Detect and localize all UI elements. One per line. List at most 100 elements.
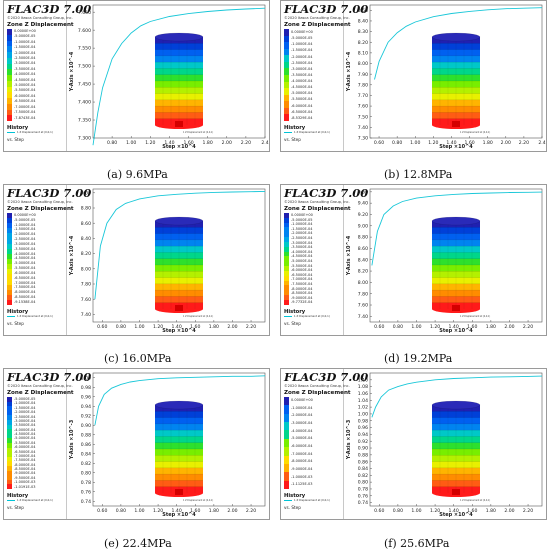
cylinder-band — [155, 449, 203, 456]
x-tick-label: 1.40 — [449, 324, 459, 330]
legend-swatch — [284, 107, 289, 115]
legend-swatch — [7, 63, 12, 70]
legend-value: -1.0000E-03 — [14, 480, 36, 485]
legend-swatch — [284, 299, 289, 305]
legend-history-series: 1 Z Displacement at (0,0,1) — [17, 130, 53, 134]
legend-swatch — [284, 217, 289, 223]
legend-value: -3.0000E-04 — [14, 418, 36, 423]
legend-swatch — [7, 442, 12, 448]
x-tick-label: 2.00 — [227, 508, 237, 514]
legend-panel: FLAC3D 7.00 ©2020 Itasca Consulting Group… — [4, 185, 91, 335]
legend-swatch — [284, 280, 289, 286]
x-tick-label: 1.20 — [153, 324, 163, 330]
cylinder-band — [155, 417, 203, 425]
cylinder-top — [154, 32, 204, 42]
cylinder-band — [155, 93, 203, 101]
legend-swatch — [7, 253, 12, 259]
x-tick-label: 1.60 — [467, 508, 477, 514]
legend-value: -6.0000E-04 — [291, 103, 313, 108]
legend-value: -5.5000E-04 — [14, 266, 36, 271]
legend-history-series: 1 Z Displacement at (0,0,1) — [294, 130, 330, 134]
legend-swatch — [284, 94, 289, 102]
cylinder-band — [155, 87, 203, 94]
legend-value: -7.5000E-04 — [14, 285, 36, 290]
cylinder-band — [432, 81, 480, 88]
legend-value: -3.0000E-04 — [14, 241, 36, 246]
y-tick-label: 7.90 — [358, 72, 368, 78]
y-tick-label: 0.94 — [81, 404, 91, 410]
legend-zone-label: Zone Z Displacement — [7, 206, 74, 212]
legend-value: 0.0000E+00 — [291, 30, 313, 34]
legend-swatch — [284, 447, 289, 456]
legend-value: -4.5000E-04 — [291, 254, 313, 259]
x-tick-label: 1.00 — [410, 140, 420, 146]
legend-value: -9.0000E-04 — [291, 295, 313, 300]
y-tick-label: 8.20 — [358, 269, 368, 275]
legend-values: 0.0000E+00 -5.0000E-05 -1.0000E-04 -1.5000E… — [291, 213, 313, 305]
legend-swatch — [7, 410, 12, 416]
legend-value: -3.5000E-04 — [14, 246, 36, 251]
y-axis-label: Y-Axis ×10^-4 — [69, 51, 75, 92]
x-tick-label: 1.00 — [411, 324, 421, 330]
legend-color-scale — [284, 29, 289, 121]
legend-swatch — [7, 57, 12, 64]
x-tick-label: 1.40 — [449, 508, 459, 514]
cylinder-band — [155, 455, 203, 462]
legend-swatch — [284, 295, 289, 300]
legend-swatch — [284, 405, 289, 414]
y-tick-label: 7.600 — [78, 28, 91, 34]
plot-frame — [369, 4, 543, 139]
y-tick-label: 8.00 — [358, 280, 368, 286]
legend-value: -9.5000E-04 — [14, 475, 36, 480]
legend-swatch — [284, 251, 289, 257]
legend-value: 0.0000E+00 — [291, 398, 313, 402]
legend-swatch — [284, 48, 289, 56]
legend-swatch — [7, 228, 12, 234]
cylinder-band — [432, 290, 480, 297]
legend-value: -4.5000E-04 — [14, 256, 36, 261]
legend-swatch — [7, 401, 12, 407]
cylinder-band — [432, 430, 480, 437]
cylinder-top — [154, 400, 204, 410]
y-axis-label: Y-Axis ×10^-4 — [69, 235, 75, 276]
legend-value: -8.0000E-04 — [291, 459, 313, 464]
y-tick-label: 8.40 — [358, 19, 368, 25]
y-tick-label: 0.96 — [358, 425, 368, 431]
legend-value: -3.5000E-04 — [291, 72, 313, 77]
y-tick-label: 0.84 — [81, 451, 91, 457]
legend-swatch — [284, 114, 289, 121]
legend-value: 0.0000E+00 — [14, 213, 36, 217]
legend-swatch — [7, 284, 12, 290]
legend-value: -8.0000E-04 — [14, 290, 36, 295]
legend-panel: FLAC3D 7.00 ©2020 Itasca Consulting Group… — [281, 369, 368, 519]
legend-swatch — [284, 463, 289, 473]
y-tick-label: 7.70 — [358, 93, 368, 99]
x-tick-label: 1.40 — [172, 324, 182, 330]
y-tick-label: 1.06 — [358, 391, 368, 397]
legend-value: -2.5000E-04 — [291, 235, 313, 240]
x-tick-label: 1.60 — [190, 324, 200, 330]
y-axis-label: Y-Axis ×10^-3 — [346, 419, 352, 460]
legend-swatch — [7, 461, 12, 466]
y-tick-label: 7.300 — [78, 136, 91, 142]
x-tick-label: 0.80 — [393, 508, 403, 514]
x-tick-label: 1.60 — [467, 324, 477, 330]
legend-swatch — [7, 279, 12, 285]
y-tick-label: 9.00 — [358, 223, 368, 229]
y-tick-label: 7.80 — [81, 282, 91, 288]
cylinder-base-mark — [452, 121, 460, 127]
x-tick-label: 0.60 — [97, 508, 107, 514]
plot-frame — [92, 372, 266, 507]
x-tick-label: 2.20 — [523, 324, 533, 330]
legend-value: -1.5000E-04 — [291, 48, 313, 53]
legend-swatch — [284, 472, 289, 481]
cylinder-band — [155, 252, 203, 260]
legend-value: -5.0000E-04 — [14, 83, 36, 88]
cylinder-band — [432, 277, 480, 285]
legend-swatch — [7, 52, 12, 58]
cylinder-band — [432, 411, 480, 418]
legend-value: -2.0000E-04 — [14, 410, 36, 415]
y-tick-label: 0.76 — [81, 489, 91, 495]
legend-swatch — [7, 424, 12, 430]
x-tick-label: 1.40 — [446, 140, 456, 146]
